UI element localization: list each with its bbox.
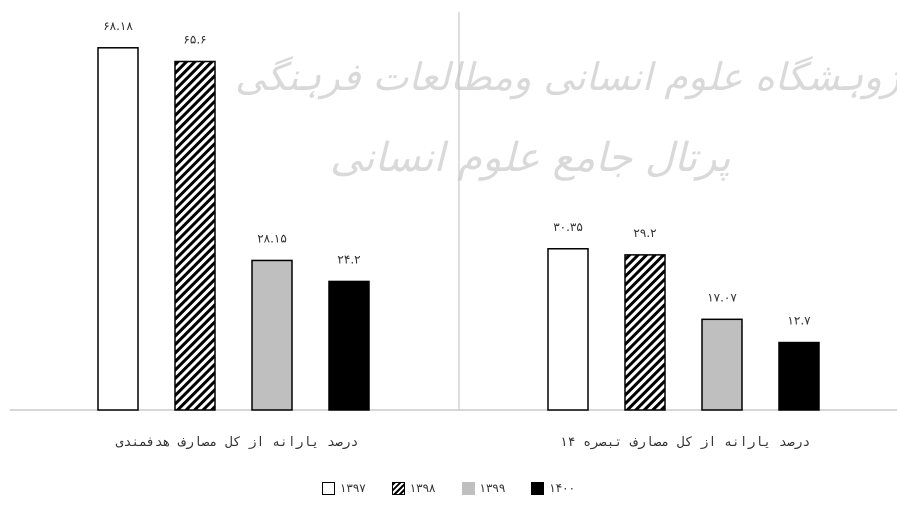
- bar: [97, 47, 139, 411]
- legend-item: ۱۳۹۸: [391, 481, 436, 495]
- legend-swatch: [391, 481, 405, 495]
- chart-legend: ۱۳۹۷ ۱۳۹۸ ۱۳۹۹ ۱۴۰۰: [0, 475, 897, 501]
- legend-swatch: [321, 481, 335, 495]
- bar-value-label: ۲۸.۱۵: [257, 231, 287, 245]
- chart-category-labels: درصد یارانه از کل مصارف هدفمندی درصد یارا…: [116, 435, 811, 450]
- watermark-line-2: پرتال جامع علوم انسانی: [330, 135, 731, 181]
- bar: [174, 60, 216, 411]
- legend-item: ۱۳۹۹: [461, 481, 506, 495]
- bar-value-label: ۱۲.۷: [787, 314, 811, 328]
- bar: [328, 280, 370, 411]
- bar-value-label: ۳۰.۳۵: [553, 220, 583, 234]
- bar: [251, 259, 293, 411]
- category-label: درصد یارانه از کل مصارف هدفمندی: [116, 435, 359, 450]
- bar-value-label: ۲۴.۲: [337, 252, 360, 266]
- bar: [547, 248, 589, 411]
- bar-value-label: ۱۷.۰۷: [707, 290, 737, 304]
- legend-label: ۱۴۰۰: [549, 481, 576, 495]
- chart-bars: [97, 47, 820, 411]
- legend-swatch: [531, 481, 545, 495]
- legend-label: ۱۳۹۷: [339, 481, 366, 495]
- watermark-line-1: ژوہشگاه علوم انسانی ومطالعات فرہنگی: [235, 55, 897, 99]
- legend-label: ۱۳۹۹: [479, 481, 506, 495]
- bar-value-label: ۲۹.۲: [633, 226, 656, 240]
- chart-value-labels: ۶۸.۱۸ ۶۵.۶ ۲۸.۱۵ ۲۴.۲ ۳۰.۳۵ ۲۹.۲ ۱۷.۰۷ ۱۲.۷: [103, 19, 811, 328]
- legend-item: ۱۳۹۷: [321, 481, 366, 495]
- bar: [701, 318, 743, 411]
- bar-value-label: ۶۵.۶: [183, 33, 206, 47]
- category-label: درصد یارانه از کل مصارف تبصره ۱۴: [560, 435, 810, 450]
- bar: [624, 254, 666, 411]
- chart-axes: [10, 12, 897, 411]
- legend-swatch: [461, 481, 475, 495]
- bar: [778, 341, 820, 411]
- legend-label: ۱۳۹۸: [409, 481, 436, 495]
- legend-item: ۱۴۰۰: [531, 481, 575, 495]
- bar-value-label: ۶۸.۱۸: [103, 19, 133, 33]
